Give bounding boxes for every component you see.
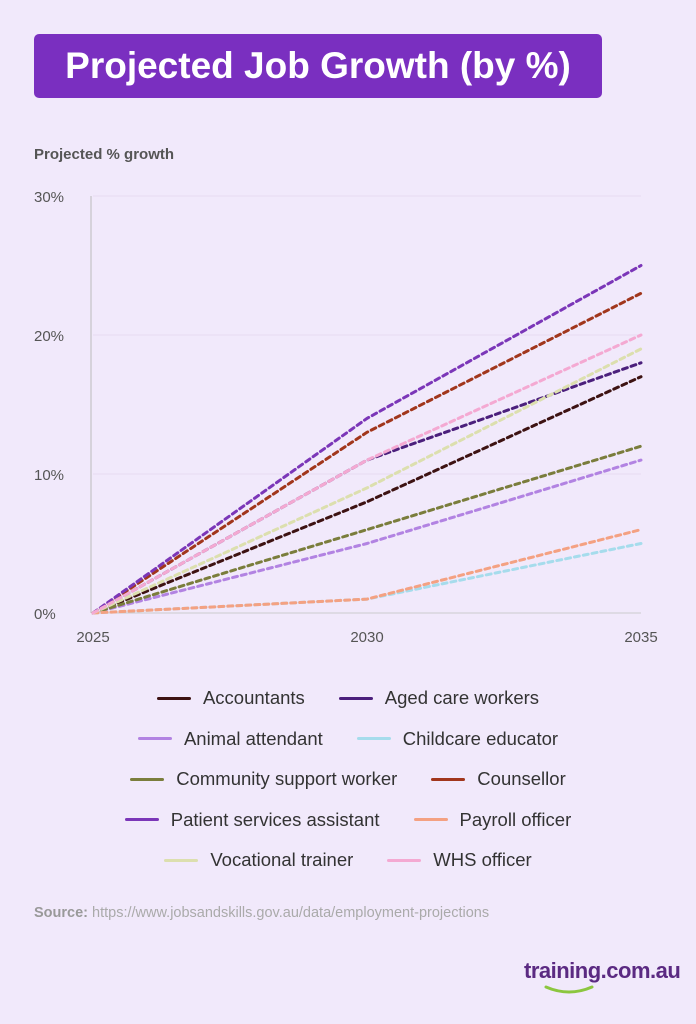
source-label: Source: xyxy=(34,905,88,921)
legend-item: Aged care workers xyxy=(338,687,540,709)
legend-swatch xyxy=(387,858,422,862)
legend-item: Payroll officer xyxy=(413,808,572,831)
legend-swatch xyxy=(431,777,466,781)
legend: Accountants Aged care workers Animal atten… xyxy=(0,678,696,881)
series-line-community-support-worker xyxy=(91,444,643,615)
chart-title: Projected Job Growth (by %) xyxy=(34,34,602,98)
legend-label: Aged care workers xyxy=(384,687,540,709)
legend-label: Vocational trainer xyxy=(210,849,354,871)
legend-item: Community support worker xyxy=(130,768,397,790)
legend-swatch xyxy=(164,858,199,862)
x-tick-label: 2035 xyxy=(624,629,657,646)
series-line-payroll-officer xyxy=(91,528,643,615)
series-line-counsellor xyxy=(91,291,643,615)
legend-row: Accountants Aged care workers xyxy=(0,678,696,719)
legend-label: Counsellor xyxy=(477,768,566,790)
x-tick-label: 2030 xyxy=(350,629,383,646)
legend-label: Animal attendant xyxy=(183,727,323,749)
legend-label: WHS officer xyxy=(433,849,532,871)
legend-swatch xyxy=(356,737,391,741)
logo-smile-icon xyxy=(544,985,594,994)
y-tick-label: 20% xyxy=(34,328,64,345)
series-line-animal-attendant xyxy=(91,458,643,615)
legend-label: Patient services assistant xyxy=(170,808,380,830)
legend-label: Community support worker xyxy=(176,768,398,790)
legend-item: Counsellor xyxy=(431,768,566,790)
legend-item: Accountants xyxy=(156,687,305,709)
legend-swatch xyxy=(130,777,165,781)
series-line-vocational-trainer xyxy=(91,347,643,615)
legend-row: Vocational trainer WHS officer xyxy=(0,840,696,881)
source-link[interactable]: https://www.jobsandskills.gov.au/data/em… xyxy=(92,905,490,921)
legend-item: Animal attendant xyxy=(137,727,323,750)
x-tick-label: 2025 xyxy=(76,629,109,646)
legend-swatch xyxy=(124,818,159,822)
legend-row: Community support worker Counsellor xyxy=(0,759,696,800)
source-note: Source: https://www.jobsandskills.gov.au… xyxy=(34,905,489,921)
legend-label: Childcare educator xyxy=(402,727,559,749)
y-tick-label: 30% xyxy=(34,189,64,206)
legend-item: Vocational trainer xyxy=(164,849,353,871)
legend-swatch xyxy=(338,696,373,700)
legend-row: Patient services assistant Payroll office… xyxy=(0,800,696,841)
y-axis-label: Projected % growth xyxy=(34,146,175,163)
legend-row: Animal attendant Childcare educator xyxy=(0,719,696,760)
y-tick-label: 10% xyxy=(34,467,64,484)
legend-swatch xyxy=(413,818,448,822)
legend-item: Patient services assistant xyxy=(124,808,380,831)
legend-swatch xyxy=(156,696,191,700)
legend-item: WHS officer xyxy=(387,849,532,871)
legend-label: Accountants xyxy=(202,687,305,709)
logo: training.com.au xyxy=(524,958,681,983)
legend-label: Payroll officer xyxy=(459,808,572,830)
series-line-whs-officer xyxy=(91,333,643,615)
series-line-accountants xyxy=(91,375,643,615)
legend-item: Childcare educator xyxy=(356,727,559,750)
line-chart: 0% 10% 20% 30% 2025 2030 2035 xyxy=(34,189,658,646)
y-tick-label: 0% xyxy=(34,606,56,623)
legend-swatch xyxy=(137,737,172,741)
series-line-patient-services-assistant xyxy=(91,264,643,615)
